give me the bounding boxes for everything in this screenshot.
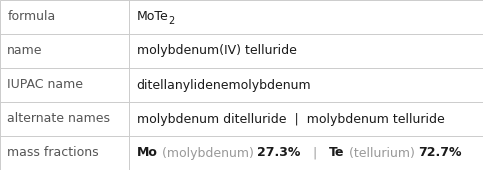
Text: (tellurium): (tellurium) (344, 147, 418, 159)
Text: molybdenum(IV) telluride: molybdenum(IV) telluride (137, 45, 297, 57)
Text: 27.3%: 27.3% (257, 147, 301, 159)
Text: (molybdenum): (molybdenum) (157, 147, 257, 159)
Text: mass fractions: mass fractions (7, 147, 99, 159)
Text: 72.7%: 72.7% (418, 147, 462, 159)
Text: ditellanylidenemolybdenum: ditellanylidenemolybdenum (137, 79, 312, 91)
Text: formula: formula (7, 11, 56, 23)
Text: Mo: Mo (137, 147, 157, 159)
Text: IUPAC name: IUPAC name (7, 79, 83, 91)
Text: name: name (7, 45, 43, 57)
Text: Te: Te (329, 147, 344, 159)
Text: 2: 2 (169, 16, 175, 26)
Text: alternate names: alternate names (7, 113, 110, 125)
Text: molybdenum ditelluride  |  molybdenum telluride: molybdenum ditelluride | molybdenum tell… (137, 113, 444, 125)
Text: |: | (301, 147, 329, 159)
Text: MoTe: MoTe (137, 11, 169, 23)
